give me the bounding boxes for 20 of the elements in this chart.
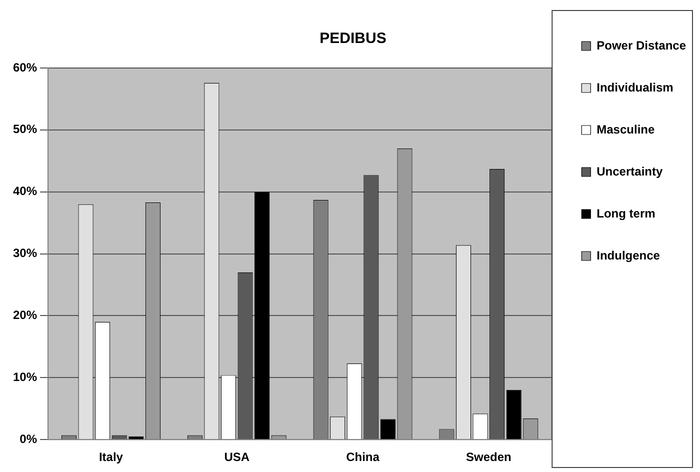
- y-tick-label: 40%: [12, 184, 38, 198]
- y-tick-label: 60%: [12, 60, 38, 74]
- bar: [506, 390, 522, 440]
- legend-label: Indulgence: [596, 248, 660, 262]
- legend-label: Long term: [596, 206, 656, 220]
- legend-label: Uncertainty: [596, 164, 663, 178]
- y-tick-label: 30%: [12, 246, 38, 260]
- x-tick-label: Sweden: [466, 450, 512, 464]
- y-tick-label: 50%: [12, 122, 38, 136]
- y-tick-label: 10%: [12, 370, 38, 384]
- y-tick-label: 0%: [20, 432, 38, 446]
- x-tick-label: USA: [224, 450, 250, 464]
- legend-label: Individualism: [596, 80, 674, 94]
- legend-label: Masculine: [596, 122, 655, 136]
- x-tick-label: Italy: [98, 450, 124, 464]
- x-tick-label: China: [346, 450, 380, 464]
- y-tick-label: 20%: [12, 308, 38, 322]
- legend-label: Power Distance: [596, 38, 686, 52]
- bar: [254, 192, 270, 440]
- chart-title: PEDIBUS: [320, 30, 386, 48]
